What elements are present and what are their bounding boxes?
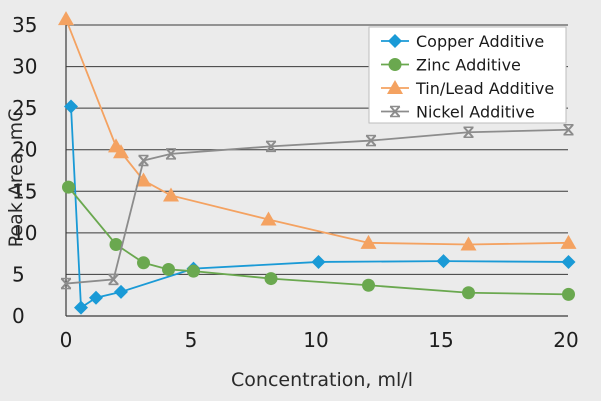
y-tick-label: 30: [12, 55, 37, 79]
series-nickel-additive: [60, 124, 574, 290]
legend-marker: [389, 105, 401, 118]
legend-label: Copper Additive: [416, 32, 544, 51]
legend-marker: [387, 80, 403, 94]
data-point-tin-lead-additive: [460, 236, 477, 251]
y-tick-label: 10: [12, 221, 37, 245]
x-tick-label: 10: [303, 328, 328, 352]
data-point-copper-additive: [311, 254, 326, 269]
data-point-copper-additive: [64, 99, 78, 114]
legend-label: Zinc Additive: [416, 56, 521, 75]
legend-marker: [388, 34, 402, 48]
data-point-nickel-additive: [265, 140, 277, 153]
data-point-tin-lead-additive: [360, 234, 377, 249]
data-point-copper-additive: [436, 254, 451, 269]
series-line-nickel-additive: [65, 128, 569, 285]
data-point-nickel-additive: [563, 124, 574, 136]
y-axis-title: Peak Area, mC: [5, 109, 27, 248]
legend-label: Nickel Additive: [416, 103, 535, 122]
data-point-zinc-additive: [109, 237, 123, 251]
data-point-nickel-additive: [108, 273, 119, 286]
data-point-tin-lead-additive: [135, 172, 152, 187]
data-point-nickel-additive: [365, 134, 377, 147]
legend-box: [368, 26, 567, 124]
data-point-tin-lead-additive: [58, 11, 74, 26]
data-point-zinc-additive: [162, 262, 175, 276]
legend-marker: [388, 58, 402, 71]
legend-label: Tin/Lead Additive: [415, 79, 554, 98]
data-point-tin-lead-additive: [113, 144, 129, 159]
y-tick-label: 5: [12, 262, 25, 286]
data-point-zinc-additive: [462, 286, 475, 300]
x-tick-label: 0: [60, 328, 73, 352]
x-tick-label: 15: [428, 328, 453, 352]
data-point-tin-lead-additive: [260, 211, 277, 226]
x-tick-label: 5: [185, 328, 198, 352]
data-point-copper-additive: [74, 300, 88, 315]
legend: Copper Additive Zinc Additive Tin/Lead Add…: [368, 26, 567, 124]
data-point-zinc-additive: [264, 272, 278, 286]
data-point-zinc-additive: [562, 287, 575, 301]
y-tick-label: 25: [12, 96, 37, 120]
data-point-zinc-additive: [137, 256, 150, 270]
data-point-nickel-additive: [138, 154, 149, 167]
data-point-nickel-additive: [165, 148, 177, 160]
y-tick-label: 20: [12, 138, 37, 162]
x-axis-title: Concentration, ml/l: [231, 369, 413, 391]
y-tick-label: 0: [12, 304, 25, 328]
axis-layer: 0 5 10 15 20 25 30 35 0 5 10 15 20: [12, 13, 579, 352]
x-tick-label: 20: [553, 328, 578, 352]
data-point-zinc-additive: [187, 264, 200, 278]
series-zinc-additive: [62, 180, 575, 301]
data-point-nickel-additive: [60, 277, 72, 290]
y-tick-label: 35: [12, 13, 37, 37]
series-layer: [58, 11, 577, 315]
data-point-tin-lead-additive: [560, 234, 577, 249]
data-point-copper-additive: [114, 284, 128, 299]
data-point-copper-additive: [561, 254, 576, 269]
data-point-nickel-additive: [463, 126, 474, 139]
series-line-zinc-additive: [67, 186, 569, 296]
data-point-copper-additive: [89, 290, 103, 305]
grid-layer: [66, 24, 568, 275]
series-tin-lead-additive: [58, 11, 577, 251]
y-tick-label: 15: [12, 179, 37, 203]
data-point-zinc-additive: [362, 278, 375, 292]
series-line-copper-additive: [70, 106, 569, 310]
data-point-tin-lead-additive: [163, 187, 179, 202]
data-point-zinc-additive: [62, 180, 75, 194]
